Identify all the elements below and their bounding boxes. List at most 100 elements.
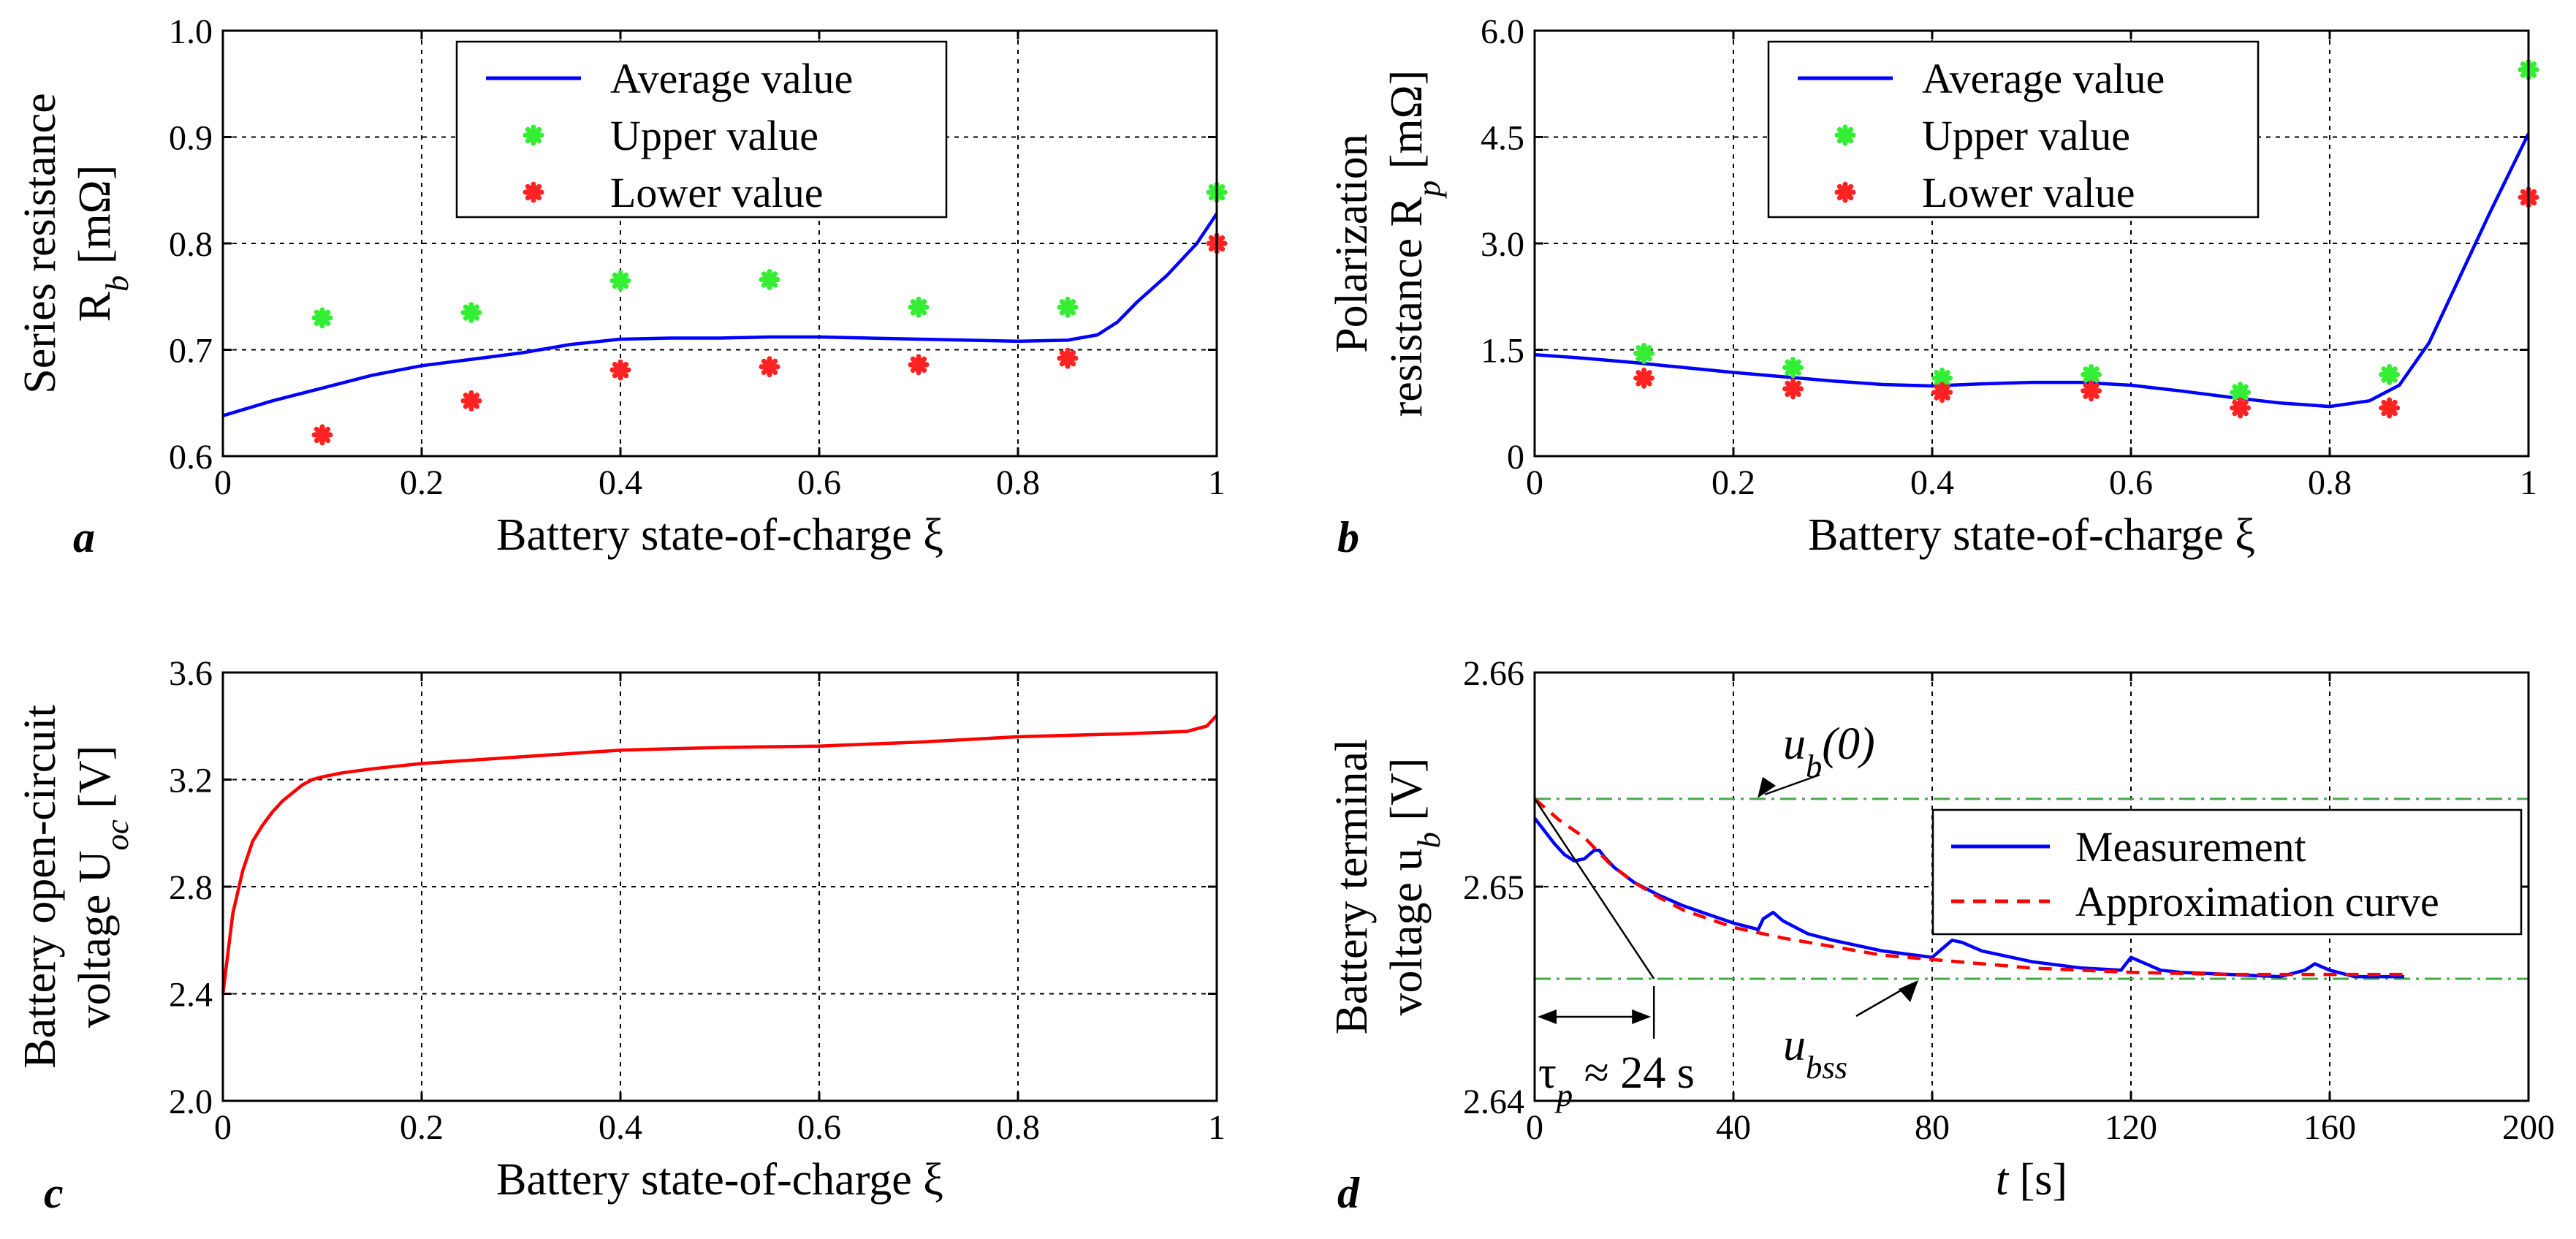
x-tick-label: 0.6 xyxy=(2109,463,2153,502)
x-tick-label: 0.2 xyxy=(1711,463,1755,502)
x-tick-label: 0.2 xyxy=(400,463,444,502)
legend-swatch xyxy=(523,124,544,146)
y-axis-label: Series resistance xyxy=(15,93,65,393)
marker-upper-value xyxy=(2081,363,2102,385)
y-tick-label: 6.0 xyxy=(1481,12,1524,51)
marker-lower-value xyxy=(311,424,333,446)
series-line-average-value xyxy=(222,213,1218,417)
y-tick-label: 2.65 xyxy=(1463,868,1524,907)
x-tick-label: 0 xyxy=(1526,463,1543,502)
x-tick-label: 0 xyxy=(1526,1108,1543,1147)
y-axis-label: Polarization xyxy=(1327,134,1377,353)
annotations: ub(0) ubss τp ≈ 24 s xyxy=(1533,719,1918,1113)
chart-b: 0 0.2 0.4 0.6 0.8 1 0 1.5 3.0 4.5 6.0 Battery state… xyxy=(1327,12,2539,561)
y-tick-label: 3.2 xyxy=(169,762,213,800)
legend: Average value Upper value Lower value xyxy=(1767,40,2260,219)
x-tick-label: 0.6 xyxy=(797,1108,841,1147)
legend-label: Lower value xyxy=(1922,169,2135,216)
y-axis-label: Battery terminal xyxy=(1327,739,1377,1035)
legend-label: Approximation curve xyxy=(2075,878,2439,925)
x-tick-label: 0.8 xyxy=(996,463,1040,502)
plot-frame xyxy=(221,671,1218,1102)
x-tick-label: 160 xyxy=(2303,1108,2356,1147)
x-axis-label: Battery state-of-charge ξ xyxy=(1808,510,2255,560)
y-axis-label: resistance Rp [mΩ] xyxy=(1382,70,1447,417)
marker-lower-value xyxy=(1782,378,1804,400)
plot-frame xyxy=(1533,29,2530,458)
x-tick-label: 0.4 xyxy=(1910,463,1954,502)
y-axis-label: voltage Uoc [V] xyxy=(70,746,135,1028)
y-tick-label: 1.5 xyxy=(1481,332,1524,371)
x-tick-label: 0 xyxy=(214,463,232,502)
x-tick-label: 0 xyxy=(214,1108,232,1147)
legend-label: Average value xyxy=(610,55,853,102)
marker-lower-value xyxy=(1931,382,1953,403)
plot-frame xyxy=(1533,671,2530,1102)
ub0-label: ub(0) xyxy=(1783,719,1875,784)
y-tick-label: 2.66 xyxy=(1463,654,1524,693)
marker-lower-value xyxy=(908,354,930,376)
ub0-arrowhead xyxy=(1758,776,1776,798)
tau-tangent-line xyxy=(1533,798,1655,980)
chart-a: 0 0.2 0.4 0.6 0.8 1 0.6 0.7 0.8 0.9 1.0 Battery sta… xyxy=(15,12,1228,561)
y-axis-label: Battery open-circuit xyxy=(15,705,65,1069)
x-tick-label: 200 xyxy=(2502,1108,2555,1147)
ubss-arrowhead xyxy=(1899,980,1918,1002)
marker-lower-value xyxy=(460,390,482,412)
marker-upper-value xyxy=(311,307,333,329)
marker-upper-value xyxy=(460,302,482,324)
x-tick-label: 1 xyxy=(1208,463,1226,502)
x-axis-label: t [s] xyxy=(1996,1155,2067,1205)
x-tick-label: 0.6 xyxy=(797,463,841,502)
plot-frame xyxy=(221,29,1218,458)
marker-upper-value xyxy=(1633,342,1655,364)
series-line-average-value xyxy=(1534,132,2531,409)
y-tick-label: 4.5 xyxy=(1481,119,1524,158)
y-tick-label: 2.4 xyxy=(169,976,213,1015)
legend-label: Measurement xyxy=(2075,823,2306,871)
tau-label: τp ≈ 24 s xyxy=(1538,1048,1695,1113)
legend: Measurement Approximation curve xyxy=(1931,808,2523,936)
x-tick-label: 0.8 xyxy=(2308,463,2352,502)
marker-lower-value xyxy=(2230,397,2252,419)
x-tick-label: 0.4 xyxy=(599,1108,642,1147)
series-line-u-oc xyxy=(221,714,1218,994)
x-tick-label: 40 xyxy=(1716,1108,1751,1147)
marker-upper-value xyxy=(908,296,930,318)
y-tick-label: 2.64 xyxy=(1463,1083,1524,1121)
panel-label: c xyxy=(44,1169,64,1217)
marker-upper-value xyxy=(1782,357,1804,379)
legend: Average value Upper value Lower value xyxy=(455,40,948,219)
y-tick-label: 0 xyxy=(1507,438,1524,477)
marker-lower-value xyxy=(2081,380,2102,402)
y-axis-label: Rb [mΩ] xyxy=(70,165,135,322)
marker-lower-value xyxy=(759,356,780,378)
marker-lower-value xyxy=(1633,367,1655,389)
y-tick-label: 2.0 xyxy=(169,1083,213,1121)
marker-lower-value xyxy=(609,359,631,381)
legend-swatch xyxy=(1834,181,1856,203)
marker-upper-value xyxy=(609,270,631,292)
x-tick-label: 80 xyxy=(1915,1108,1950,1147)
y-axis-label: voltage ub [V] xyxy=(1382,758,1447,1016)
series-line-approximation-curve xyxy=(1533,797,2404,977)
marker-lower-value xyxy=(1057,347,1079,369)
y-tick-label: 0.6 xyxy=(169,438,213,477)
panel-label: b xyxy=(1337,513,1359,561)
y-tick-label: 0.7 xyxy=(169,332,213,371)
y-tick-label: 1.0 xyxy=(169,12,213,51)
legend-label: Average value xyxy=(1922,55,2165,102)
legend-swatch xyxy=(523,181,544,203)
x-axis-label: Battery state-of-charge ξ xyxy=(496,1155,943,1205)
panel-label: d xyxy=(1337,1169,1360,1217)
marker-lower-value xyxy=(2379,397,2401,419)
tau-arrowhead-right xyxy=(1632,1009,1652,1024)
legend-label: Lower value xyxy=(610,169,823,216)
x-tick-label: 120 xyxy=(2105,1108,2157,1147)
legend-label: Upper value xyxy=(1922,112,2130,159)
ub0-arrow-line xyxy=(1764,773,1820,796)
y-tick-label: 2.8 xyxy=(169,868,213,907)
legend-label: Upper value xyxy=(610,112,818,159)
y-tick-label: 3.6 xyxy=(169,654,213,693)
